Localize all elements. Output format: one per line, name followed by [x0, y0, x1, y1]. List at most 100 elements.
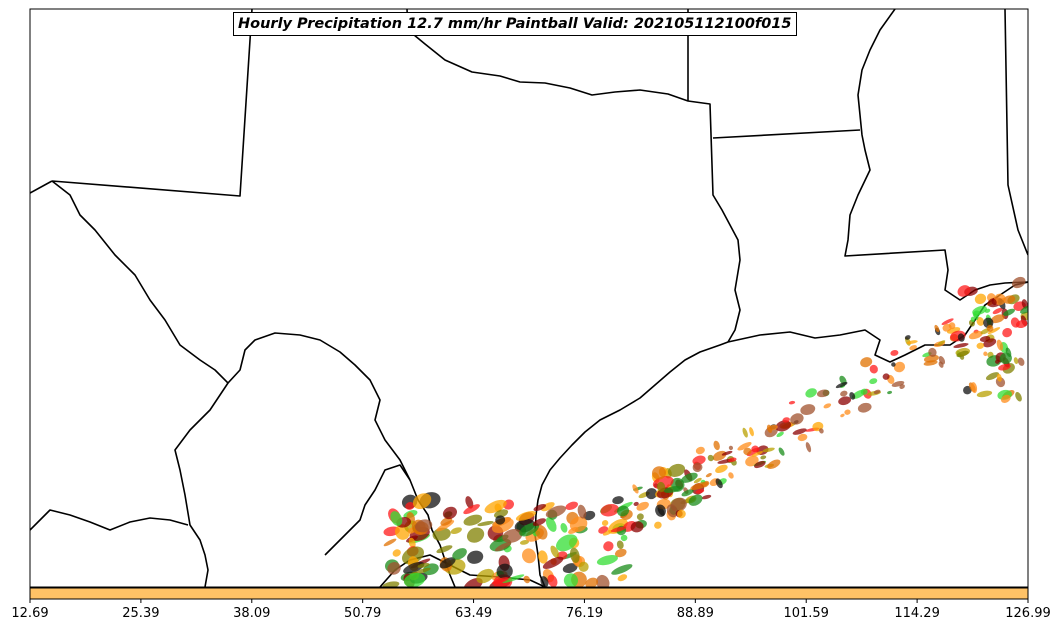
paintball-blob	[656, 481, 666, 493]
paintball-blob	[792, 428, 807, 435]
paintball-blob	[630, 521, 644, 533]
precipitation-paintballs	[382, 276, 1042, 587]
paintball-blob	[452, 548, 467, 560]
colorbar-ticks	[29, 599, 1029, 603]
paintball-blob	[974, 293, 987, 305]
paintball-blob	[603, 541, 614, 552]
paintball-blob	[775, 420, 792, 432]
paintball-blob	[655, 504, 666, 517]
paintball-blob	[869, 364, 878, 374]
paintball-blob	[533, 504, 546, 511]
paintball-blob	[652, 466, 666, 480]
colorbar-tick-label: 12.69	[11, 606, 49, 621]
paintball-blob	[976, 342, 985, 349]
paintball-blob	[991, 298, 997, 306]
paintball-blob	[387, 562, 401, 575]
paintball-blob	[728, 445, 734, 451]
paintball-blob	[519, 539, 530, 545]
paintball-blob	[545, 505, 567, 518]
paintball-blob	[617, 505, 630, 517]
paintball-blob	[681, 472, 698, 483]
paintball-blob	[751, 445, 759, 453]
paintball-blob	[990, 314, 1005, 324]
paintball-blob	[983, 338, 997, 348]
paintball-blob	[745, 455, 759, 467]
state-line-ar-la	[712, 129, 861, 139]
paintball-blob	[532, 518, 546, 526]
paintball-blob	[1005, 347, 1012, 358]
paintball-blob	[970, 316, 976, 323]
paintball-blob	[521, 548, 536, 564]
paintball-blob	[860, 388, 868, 395]
paintball-blob	[519, 522, 540, 537]
paintball-blob	[620, 534, 628, 542]
paintball-blob	[823, 403, 832, 409]
paintball-blob	[636, 513, 644, 521]
paintball-blob	[987, 327, 1001, 335]
paintball-blob	[688, 494, 703, 506]
paintball-blob	[600, 503, 620, 517]
paintball-blob	[383, 538, 397, 547]
paintball-blob	[450, 527, 462, 535]
paintball-blob	[760, 455, 767, 460]
paintball-blob	[467, 550, 484, 564]
paintball-blob	[860, 357, 873, 368]
paintball-blob	[693, 477, 702, 484]
colorbar-tick-label: 114.29	[894, 606, 940, 621]
paintball-blob	[985, 372, 1000, 381]
paintball-blob	[844, 409, 851, 415]
paintball-blob	[1028, 295, 1042, 302]
paintball-blob	[953, 343, 969, 349]
paintball-blob	[805, 442, 812, 453]
paintball-blob	[1000, 394, 1011, 403]
paintball-blob	[788, 400, 796, 405]
paintball-blob	[405, 502, 415, 510]
paintball-blob	[1017, 357, 1025, 366]
paintball-blob	[545, 517, 557, 532]
paintball-blob	[976, 390, 993, 398]
paintball-blob	[993, 293, 1006, 306]
paintball-blob	[754, 460, 766, 469]
paintball-blob	[596, 574, 610, 587]
paintball-blob	[390, 511, 403, 526]
paintball-blob	[1015, 320, 1028, 329]
paintball-blob	[540, 576, 549, 587]
paintball-blob	[998, 363, 1011, 371]
paintball-blob	[957, 333, 965, 342]
paintball-blob	[440, 517, 453, 526]
paintball-blob	[596, 555, 618, 566]
colorbar-tick-label: 76.19	[565, 606, 604, 621]
paintball-blob	[555, 534, 578, 552]
mexico-border-west	[30, 180, 53, 194]
paintball-blob	[667, 463, 686, 477]
paintball-blob	[928, 347, 937, 357]
paintball-blob	[986, 324, 994, 332]
paintball-blob	[893, 361, 906, 373]
paintball-blob	[776, 431, 784, 438]
paintball-blob	[612, 496, 624, 505]
paintball-blob	[403, 572, 426, 587]
paintball-blob	[887, 390, 893, 395]
paintball-blob	[996, 339, 1004, 351]
paintball-blob	[715, 464, 728, 474]
paintball-blob	[983, 351, 988, 357]
paintball-blob	[477, 521, 494, 527]
paintball-blob	[611, 564, 633, 575]
paintball-blob	[882, 373, 890, 380]
paintball-blob	[676, 509, 686, 519]
paintball-blob	[415, 519, 433, 533]
paintball-blob	[934, 324, 940, 333]
paintball-blob	[547, 574, 558, 587]
paintball-blob	[1012, 276, 1026, 289]
paintball-blob	[681, 489, 694, 497]
state-line-ms-al	[1004, 9, 1028, 256]
texas-border	[51, 9, 741, 587]
paintball-blob	[715, 478, 723, 489]
paintball-blob	[749, 427, 754, 437]
paintball-blob	[610, 526, 627, 533]
paintball-blob	[767, 459, 781, 469]
paintball-blob	[569, 547, 580, 563]
paintball-blob	[899, 384, 905, 389]
paintball-blob	[782, 417, 790, 423]
paintball-blob	[968, 330, 983, 340]
